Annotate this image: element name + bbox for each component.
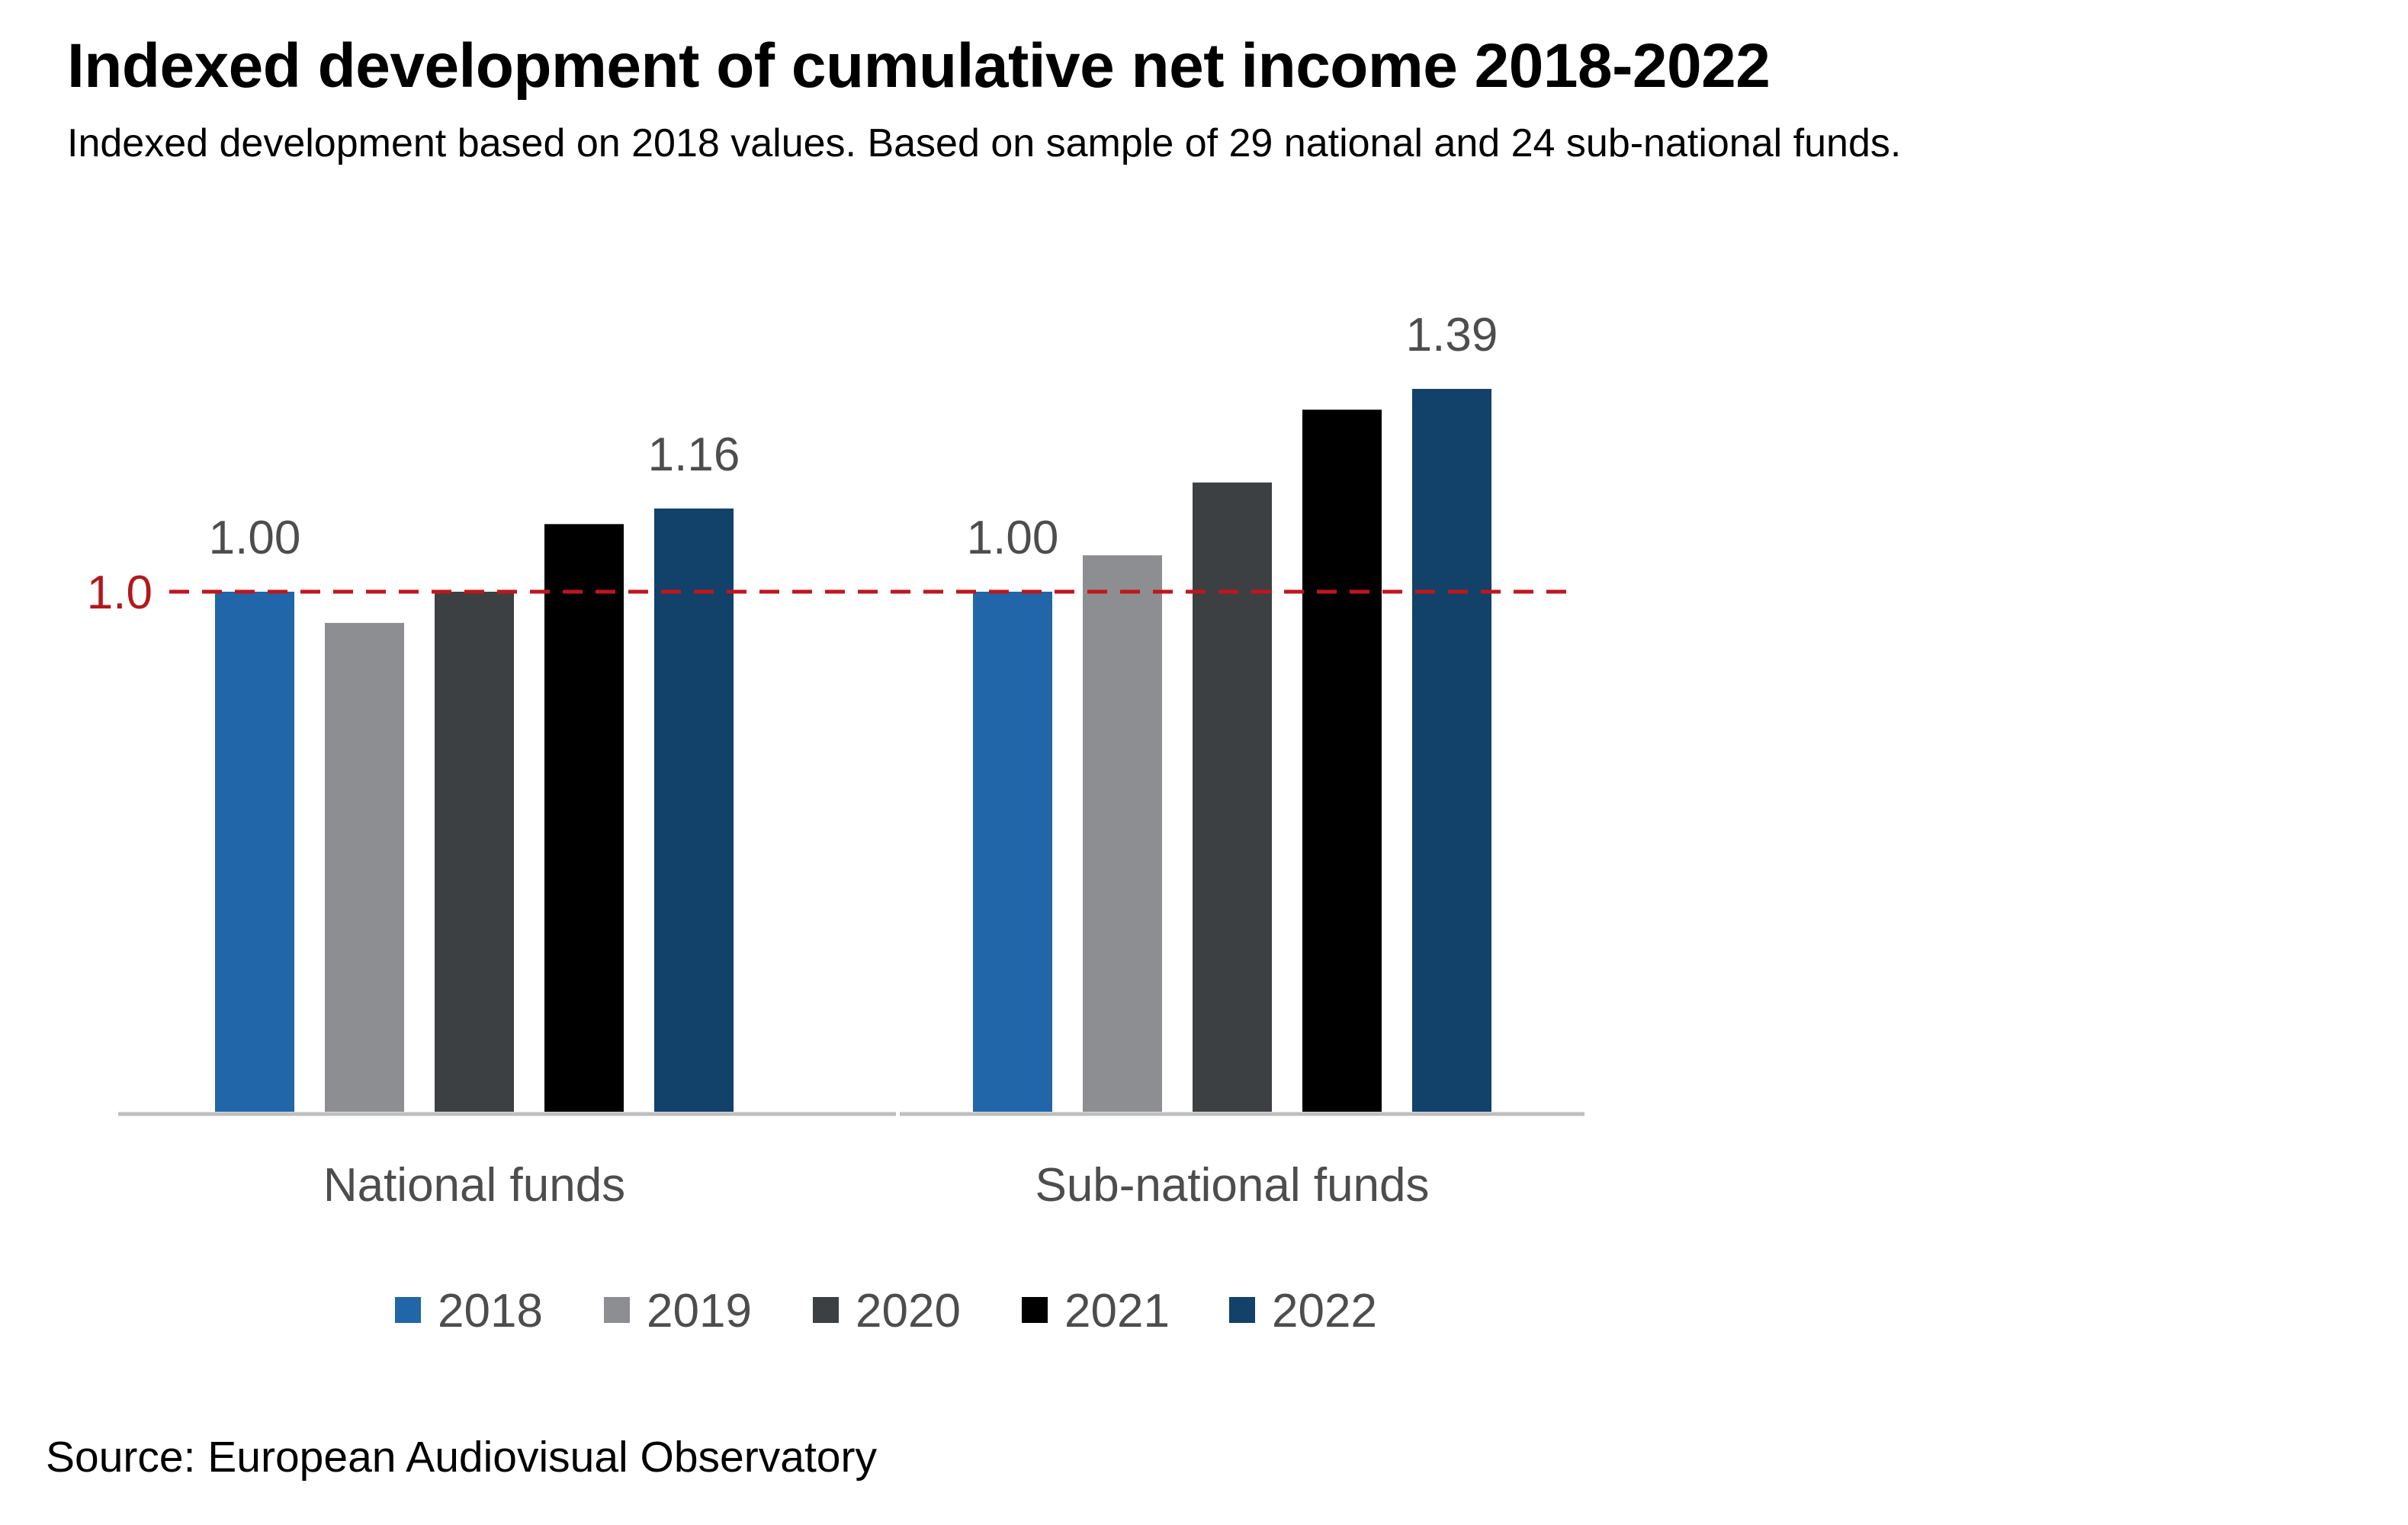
legend-label: 2019 — [647, 1285, 752, 1337]
chart-title: Indexed development of cumulative net in… — [67, 31, 1771, 101]
legend-item-2018: 2018 — [395, 1285, 543, 1337]
legend-label: 2022 — [1272, 1285, 1377, 1337]
chart-subtitle: Indexed development based on 2018 values… — [67, 121, 1902, 165]
legend-label: 2021 — [1064, 1285, 1170, 1337]
x-tick-label: National funds — [323, 1159, 625, 1212]
bar-sub-national-funds-2021 — [1302, 409, 1382, 1112]
legend-item-2021: 2021 — [1022, 1285, 1170, 1337]
legend-swatch — [395, 1297, 421, 1323]
legend-swatch — [604, 1297, 630, 1323]
data-label: 1.39 — [1406, 309, 1498, 361]
bar-sub-national-funds-2020 — [1193, 482, 1272, 1112]
legend-label: 2020 — [856, 1285, 961, 1337]
bar-national-funds-2018 — [215, 592, 294, 1112]
bar-national-funds-2020 — [435, 592, 514, 1112]
labels-layer: National funds Sub-national funds 1.00 1.16… — [209, 309, 1498, 1212]
legend-swatch — [813, 1297, 839, 1323]
legend-item-2020: 2020 — [813, 1285, 961, 1337]
legend-swatch — [1229, 1297, 1255, 1323]
bars-layer — [215, 389, 1491, 1112]
data-label: 1.00 — [967, 512, 1059, 564]
bar-national-funds-2021 — [544, 524, 624, 1112]
bar-sub-national-funds-2022 — [1412, 389, 1491, 1112]
reference-line-layer: 1.0 — [87, 567, 1577, 619]
data-label: 1.16 — [648, 429, 740, 481]
legend: 2018 2019 2020 2021 2022 — [395, 1285, 1377, 1337]
source-note: Source: European Audiovisual Observatory — [46, 1433, 877, 1482]
bar-sub-national-funds-2018 — [973, 592, 1052, 1112]
data-label: 1.00 — [209, 512, 301, 564]
bar-national-funds-2022 — [654, 508, 734, 1112]
legend-label: 2018 — [438, 1285, 543, 1337]
legend-item-2022: 2022 — [1229, 1285, 1377, 1337]
reference-line-label: 1.0 — [87, 567, 153, 619]
bar-national-funds-2019 — [325, 622, 404, 1112]
x-tick-label: Sub-national funds — [1035, 1159, 1429, 1212]
bar-sub-national-funds-2019 — [1083, 555, 1162, 1112]
legend-swatch — [1022, 1297, 1048, 1323]
legend-item-2019: 2019 — [604, 1285, 752, 1337]
